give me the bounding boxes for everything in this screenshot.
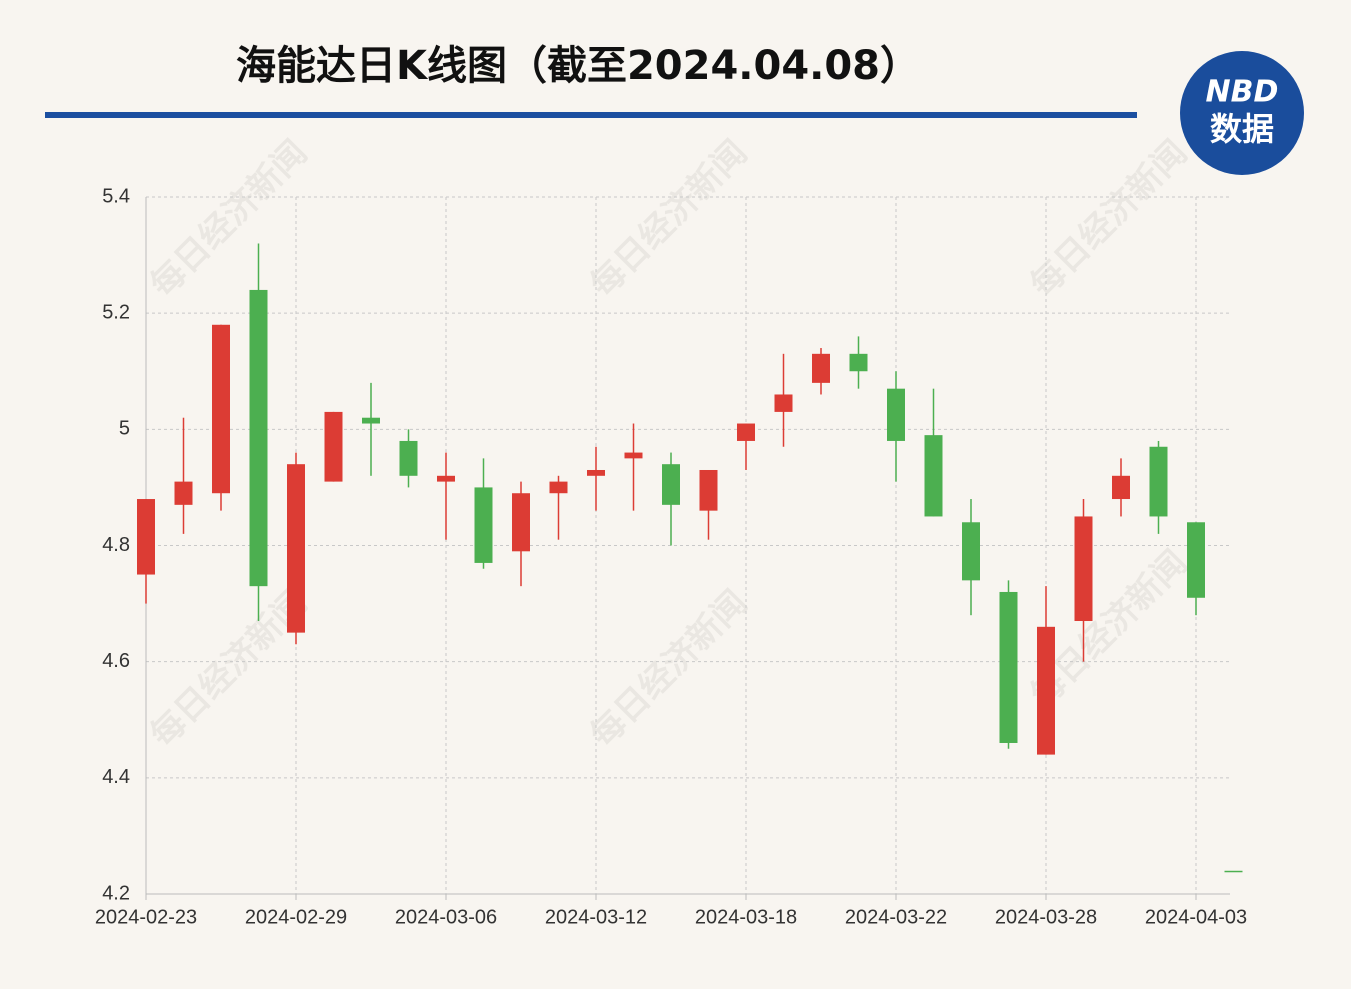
candle-body: [1074, 516, 1093, 622]
candle-body: [662, 464, 680, 505]
candle-body: [474, 487, 493, 563]
x-tick-label: 2024-03-22: [845, 906, 947, 928]
y-tick-label: 5.2: [102, 301, 130, 323]
candle-body: [1187, 522, 1205, 598]
y-tick-label: 5: [119, 418, 130, 440]
x-tick-label: 2024-03-06: [395, 906, 497, 928]
candle-body: [699, 469, 718, 511]
x-tick-label: 2024-03-12: [545, 906, 647, 928]
candle-body: [812, 353, 830, 383]
x-tick-label: 2024-02-23: [95, 906, 197, 928]
candle-body: [1112, 475, 1130, 500]
x-tick-label: 2024-03-28: [995, 906, 1097, 928]
y-tick-label: 4.8: [102, 534, 130, 556]
x-tick-label: 2024-03-18: [695, 906, 797, 928]
candle-body: [887, 388, 905, 441]
candle-body: [1037, 626, 1055, 755]
y-tick-label: 5.4: [102, 185, 130, 207]
candle-body: [999, 591, 1018, 743]
candle-body: [737, 423, 755, 441]
chart-title: 海能达日K线图（截至2024.04.08）: [236, 43, 920, 89]
candle-body: [624, 452, 643, 459]
plot: 4.2 4.4 4.6 4.8 5 5.2 5.4 2024-02-23 2024-02-29 2…: [95, 185, 1247, 928]
candle-body: [1149, 446, 1168, 517]
x-tick-label: 2024-04-03: [1145, 906, 1247, 928]
candle-body: [587, 469, 605, 476]
x-tick-label: 2024-02-29: [245, 906, 347, 928]
y-tick-label: 4.4: [102, 766, 130, 788]
candle-body: [399, 440, 418, 476]
candle-body: [437, 475, 455, 482]
candle-body: [249, 289, 268, 587]
candle-body: [324, 411, 343, 482]
candle-body: [1224, 870, 1243, 873]
title-rule: [45, 112, 1137, 118]
candle-body: [774, 394, 793, 412]
candle-body: [212, 324, 230, 494]
candle-body: [362, 417, 380, 424]
logo: [1180, 51, 1304, 175]
candle-body: [512, 493, 530, 552]
candle-body: [924, 435, 943, 517]
logo-top: NBD: [1206, 75, 1279, 110]
candle-body: [549, 481, 568, 494]
y-tick-label: 4.6: [102, 650, 130, 672]
candle-body: [137, 499, 155, 575]
candle-body: [287, 464, 305, 633]
y-tick-label: 4.2: [102, 882, 130, 904]
candle-body: [174, 481, 193, 505]
candle-body: [849, 353, 868, 372]
logo-bottom: 数据: [1210, 110, 1274, 148]
candle-body: [962, 522, 980, 581]
